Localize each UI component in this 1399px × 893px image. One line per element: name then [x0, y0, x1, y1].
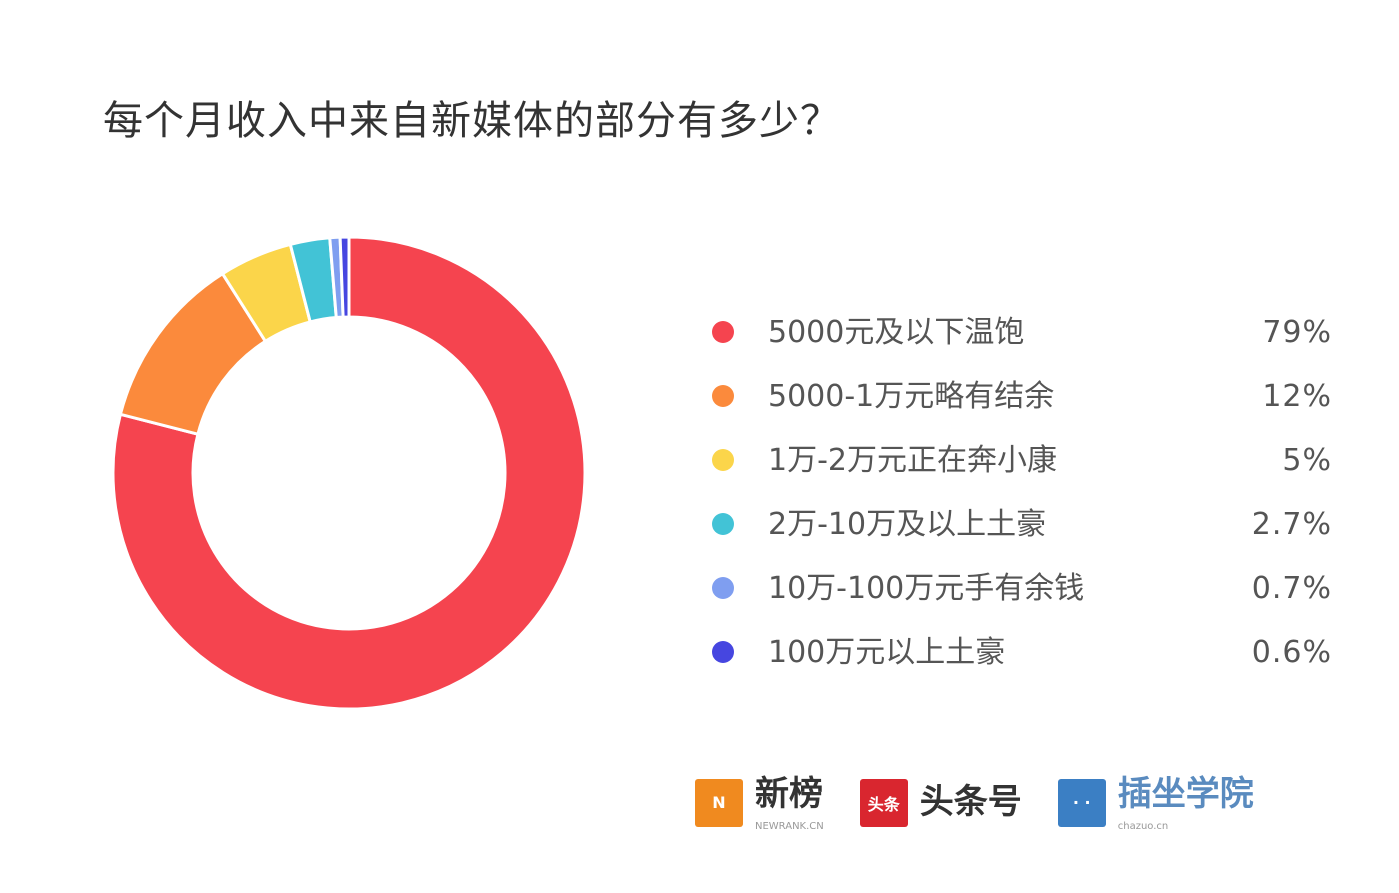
legend-marker — [712, 641, 734, 663]
logo: · · 插坐学院 chazuo.cn — [1057, 772, 1254, 834]
legend-label: 5000-1万元略有结余 — [768, 378, 1055, 414]
legend-marker — [712, 449, 734, 471]
legend-label: 2万-10万及以上土豪 — [768, 506, 1047, 542]
legend-item: 10万-100万元手有余钱 0.7% — [712, 556, 1332, 620]
data-label: 5% — [1282, 442, 1332, 478]
data-label: 12% — [1262, 378, 1332, 414]
logo: 头条 头条号 — [859, 778, 1022, 827]
data-label: 79% — [1262, 314, 1332, 350]
logo-mark-icon: N — [695, 778, 743, 827]
donut-chart — [111, 235, 587, 711]
logo: N 新榜 NEWRANK.CN — [695, 772, 824, 834]
logo-name: 头条号 — [919, 781, 1022, 822]
logo-mark-icon: 头条 — [859, 778, 908, 827]
chart-title: 每个月收入中来自新媒体的部分有多少？ — [103, 98, 841, 144]
legend-label: 10万-100万元手有余钱 — [768, 570, 1085, 606]
legend-label: 100万元以上土豪 — [768, 634, 1006, 670]
data-label: 0.6% — [1251, 634, 1332, 670]
logo-name: 新榜 — [755, 774, 823, 814]
data-label: 2.7% — [1251, 506, 1332, 542]
logo-mark-icon: · · — [1057, 778, 1106, 827]
legend-item: 2万-10万及以上土豪 2.7% — [712, 492, 1332, 556]
donut-slice-0 — [111, 235, 587, 711]
legend-marker — [712, 321, 734, 343]
legend-marker — [712, 577, 734, 599]
logo-subtitle: NEWRANK.CN — [755, 820, 824, 832]
legend-marker — [712, 513, 734, 535]
legend-item: 100万元以上土豪 0.6% — [712, 620, 1332, 684]
legend-marker — [712, 385, 734, 407]
data-label: 0.7% — [1251, 570, 1332, 606]
logos: N 新榜 NEWRANK.CN 头条 头条号 · · 插坐学院 chazuo.cn — [695, 772, 1290, 834]
legend-item: 1万-2万元正在奔小康 5% — [712, 428, 1332, 492]
logo-subtitle: chazuo.cn — [1117, 820, 1169, 832]
logo-name: 插坐学院 — [1117, 774, 1254, 814]
donut-slice-5 — [338, 235, 351, 319]
legend-label: 5000元及以下温饱 — [768, 314, 1025, 350]
legend-label: 1万-2万元正在奔小康 — [768, 442, 1057, 478]
legend-item: 5000元及以下温饱 79% — [712, 300, 1332, 364]
legend: 5000元及以下温饱 79% 5000-1万元略有结余 12% 1万-2万元正在… — [712, 300, 1332, 684]
legend-item: 5000-1万元略有结余 12% — [712, 364, 1332, 428]
